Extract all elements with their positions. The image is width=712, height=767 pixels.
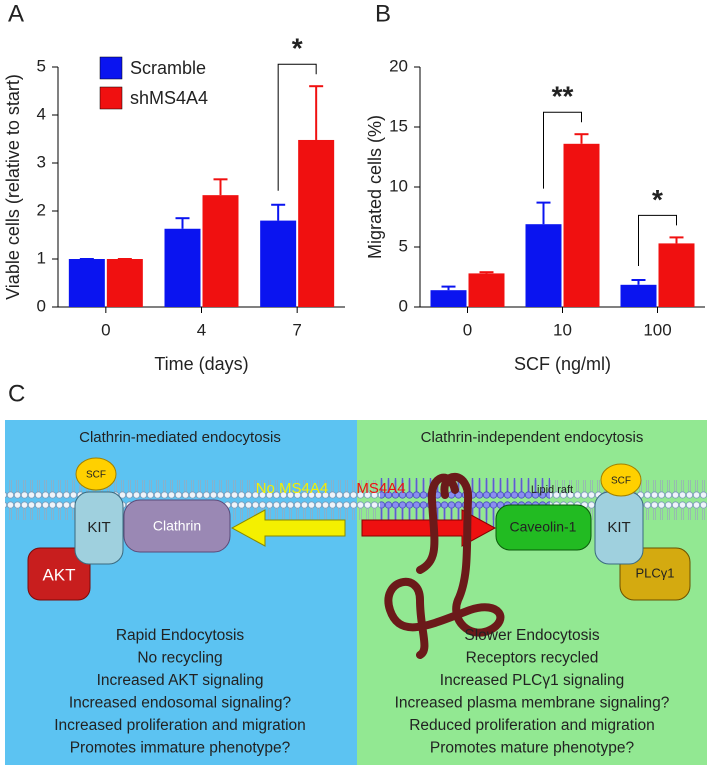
outcome-text: No recycling bbox=[137, 650, 222, 667]
outcome-text: Slower Endocytosis bbox=[464, 627, 600, 644]
error-bar bbox=[213, 178, 228, 196]
scf-right-shape bbox=[600, 463, 642, 497]
x-axis-label: SCF (ng/ml) bbox=[514, 354, 611, 374]
x-tick-label: 100 bbox=[643, 320, 671, 339]
x-tick-label: 7 bbox=[292, 320, 301, 339]
y-tick-label: 4 bbox=[37, 104, 46, 123]
outcome-text: Increased endosomal signaling? bbox=[69, 695, 292, 712]
outcome-text: Receptors recycled bbox=[466, 650, 599, 667]
no-ms4a4-label: No MS4A4 bbox=[256, 480, 329, 497]
x-tick-label: 0 bbox=[463, 320, 472, 339]
legend-swatch bbox=[99, 86, 123, 110]
ms4a4-protein bbox=[384, 472, 505, 659]
y-tick-label: 15 bbox=[389, 116, 408, 135]
bar bbox=[620, 284, 657, 307]
kit-left-label: KIT bbox=[87, 519, 110, 536]
y-tick-label: 2 bbox=[37, 200, 46, 219]
error-bar bbox=[479, 271, 494, 274]
error-bar bbox=[271, 203, 286, 221]
legend-swatch bbox=[99, 56, 123, 80]
charts: A 0 1 2 3 4 5 Viable cells (relative to start) T… bbox=[3, 0, 705, 374]
panel-letter: B bbox=[375, 0, 391, 27]
outcome-text: Reduced proliferation and migration bbox=[409, 717, 655, 734]
significance-bracket bbox=[543, 111, 582, 189]
error-bar bbox=[669, 236, 684, 244]
outcome-text: Increased PLCγ1 signaling bbox=[440, 672, 624, 689]
bar bbox=[658, 243, 695, 307]
error-bar bbox=[536, 201, 551, 225]
clathrin-label: Clathrin bbox=[153, 518, 201, 534]
kit-left-shape bbox=[74, 491, 124, 565]
ms4a4-label: MS4A4 bbox=[356, 480, 405, 497]
lipid-raft-label: Lipid raft bbox=[531, 484, 573, 496]
significance-bracket bbox=[277, 63, 317, 191]
y-tick-label: 0 bbox=[37, 296, 46, 315]
plc-label: PLCγ1 bbox=[635, 565, 674, 580]
y-tick-label: 5 bbox=[37, 56, 46, 75]
bar bbox=[525, 224, 562, 307]
akt-label: AKT bbox=[42, 565, 75, 584]
error-bar bbox=[441, 285, 456, 291]
bar bbox=[260, 220, 297, 307]
diagram: C Clathrin-mediated endocytosis Clathrin… bbox=[5, 380, 707, 765]
kit-right-label: KIT bbox=[607, 519, 630, 536]
bar bbox=[563, 143, 600, 307]
y-tick-label: 5 bbox=[399, 236, 408, 255]
bar bbox=[106, 259, 143, 307]
clathrin-shape bbox=[123, 499, 231, 553]
y-tick-label: 0 bbox=[399, 296, 408, 315]
outcome-text: Promotes immature phenotype? bbox=[70, 740, 291, 757]
significance-label: * bbox=[292, 33, 303, 64]
akt-shape bbox=[27, 547, 91, 601]
y-axis-label: Viable cells (relative to start) bbox=[3, 74, 23, 300]
panel-letter: C bbox=[8, 380, 25, 407]
bar bbox=[68, 259, 105, 307]
red-arrow bbox=[361, 509, 497, 547]
bar bbox=[164, 228, 201, 307]
caveolin-shape bbox=[495, 504, 592, 551]
scf-right-label: SCF bbox=[611, 476, 631, 487]
outcome-text: Increased proliferation and migration bbox=[54, 717, 306, 734]
y-tick-label: 1 bbox=[37, 248, 46, 267]
outcome-text: Increased plasma membrane signaling? bbox=[395, 695, 670, 712]
error-bar bbox=[175, 217, 190, 229]
error-bar bbox=[631, 279, 646, 285]
bar bbox=[430, 290, 467, 307]
significance-label: ** bbox=[552, 81, 574, 112]
significance-label: * bbox=[652, 184, 663, 215]
panel-letter: A bbox=[8, 0, 24, 27]
bar bbox=[468, 273, 505, 307]
caveolin-label: Caveolin-1 bbox=[510, 519, 577, 535]
bar bbox=[298, 139, 335, 307]
right-title: Clathrin-independent endocytosis bbox=[421, 429, 644, 446]
x-tick-label: 0 bbox=[101, 320, 110, 339]
y-tick-label: 10 bbox=[389, 176, 408, 195]
y-tick-label: 20 bbox=[389, 56, 408, 75]
legend-label: Scramble bbox=[130, 58, 206, 78]
error-bar bbox=[309, 85, 324, 140]
significance-bracket bbox=[638, 214, 677, 266]
y-tick-label: 3 bbox=[37, 152, 46, 171]
x-tick-label: 4 bbox=[197, 320, 206, 339]
yellow-arrow bbox=[230, 509, 346, 547]
scf-left-label: SCF bbox=[86, 470, 106, 481]
bar bbox=[202, 195, 239, 307]
outcome-text: Increased AKT signaling bbox=[97, 672, 264, 689]
scf-left-shape bbox=[75, 457, 117, 491]
x-tick-label: 10 bbox=[553, 320, 572, 339]
y-axis-label: Migrated cells (%) bbox=[365, 115, 385, 259]
error-bar bbox=[574, 133, 589, 144]
outcome-text: Rapid Endocytosis bbox=[116, 627, 245, 644]
x-axis-label: Time (days) bbox=[154, 354, 248, 374]
outcome-text: Promotes mature phenotype? bbox=[430, 740, 635, 757]
legend-label: shMS4A4 bbox=[130, 88, 208, 108]
left-title: Clathrin-mediated endocytosis bbox=[79, 429, 281, 446]
